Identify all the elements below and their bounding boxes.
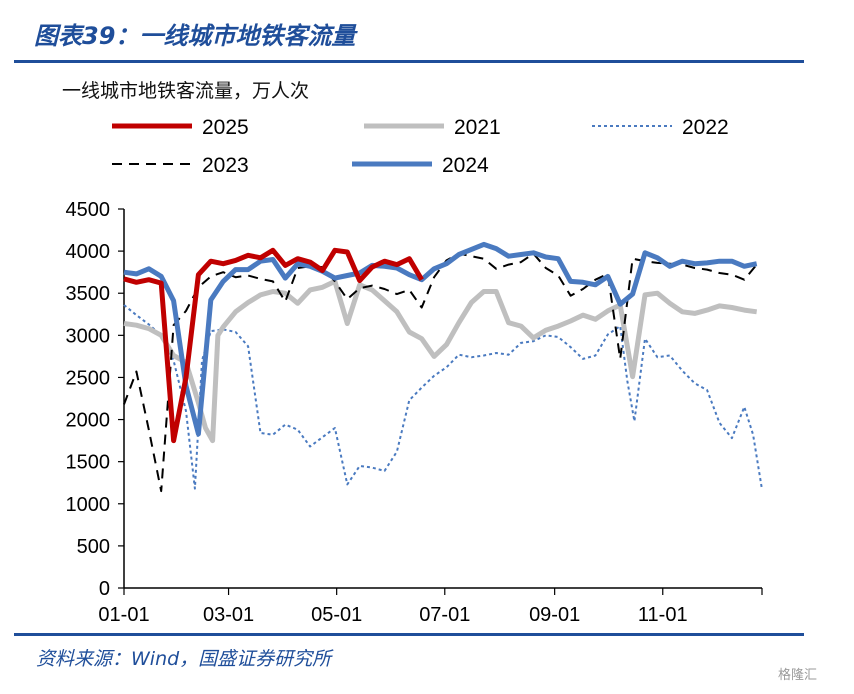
- legend-label-2023: 2023: [202, 154, 249, 177]
- title-rule: [14, 60, 804, 63]
- y-tick-label: 4500: [66, 199, 111, 221]
- source-rule: [14, 633, 804, 636]
- x-tick-label: 03-01: [203, 604, 254, 626]
- legend-label-2021: 2021: [454, 116, 501, 139]
- y-tick-label: 500: [77, 536, 110, 558]
- series-line-2024: [123, 241, 758, 437]
- y-tick-label: 0: [99, 578, 110, 600]
- series-line-2025: [123, 247, 424, 444]
- watermark: 格隆汇: [778, 668, 818, 683]
- legend: 2025 2021 2022 2023 2024: [112, 116, 729, 177]
- axes: 0 500 1000 1500 2000 2500 3000 3500 4000 4500 01-0…: [66, 199, 763, 626]
- y-tick-label: 2500: [66, 367, 111, 389]
- chart-subtitle: 一线城市地铁客流量，万人次: [62, 80, 310, 102]
- series-line-2021: [123, 278, 758, 444]
- series-line-2022: [123, 304, 763, 490]
- x-tick-label: 09-01: [529, 604, 580, 626]
- plot-area: [123, 241, 763, 493]
- y-tick-label: 1000: [66, 494, 111, 516]
- legend-label-2025: 2025: [202, 116, 249, 139]
- x-tick-label: 05-01: [311, 604, 362, 626]
- y-tick-label: 2000: [66, 410, 111, 432]
- source-note: 资料来源：Wind，国盛证券研究所: [36, 648, 332, 670]
- x-tick-label: 01-01: [98, 604, 149, 626]
- y-tick-label: 1500: [66, 452, 111, 474]
- y-tick-label: 3500: [66, 283, 111, 305]
- y-tick-label: 3000: [66, 325, 111, 347]
- figure-title: 图表39：一线城市地铁客流量: [34, 22, 356, 50]
- x-tick-label: 07-01: [419, 604, 470, 626]
- x-tick-label: 11-01: [638, 604, 688, 626]
- legend-label-2022: 2022: [682, 116, 729, 139]
- legend-label-2024: 2024: [442, 154, 489, 177]
- y-tick-label: 4000: [66, 241, 111, 263]
